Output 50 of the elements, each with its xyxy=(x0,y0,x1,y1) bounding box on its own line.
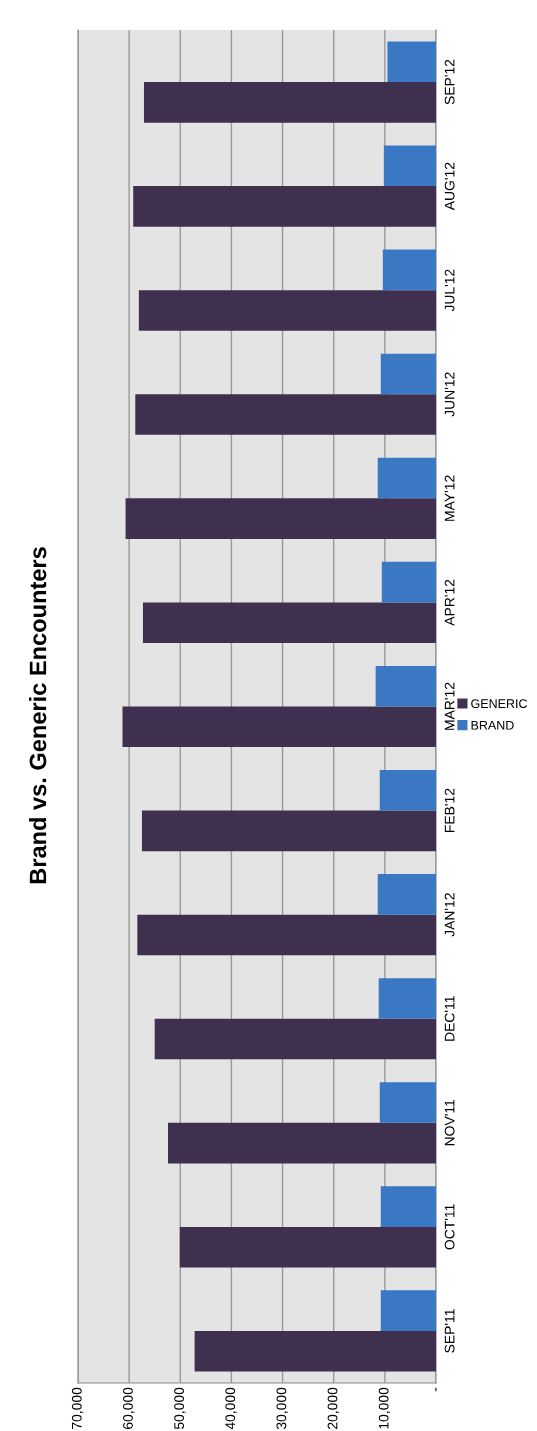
bar xyxy=(179,1226,436,1268)
bar xyxy=(380,1290,436,1331)
bar xyxy=(154,1018,436,1060)
legend-label: GENERIC xyxy=(471,699,528,709)
y-tick-label: JUL'12 xyxy=(444,269,455,312)
bar xyxy=(380,353,436,395)
x-tick-label: 10,000 xyxy=(378,1387,391,1429)
bar xyxy=(383,145,436,187)
y-tick-label: OCT'11 xyxy=(444,1204,455,1250)
bar xyxy=(382,249,436,291)
bar xyxy=(125,498,436,539)
x-tick-label: 40,000 xyxy=(225,1387,237,1430)
bar xyxy=(122,706,436,748)
x-tick-label: 60,000 xyxy=(123,1387,135,1429)
y-tick-label: DEC'11 xyxy=(444,996,455,1041)
y-tick-label: NOV'11 xyxy=(444,1099,455,1146)
y-tick-label: MAY'12 xyxy=(444,475,455,521)
bar xyxy=(142,602,436,644)
bar xyxy=(375,665,436,707)
bar xyxy=(379,1082,436,1123)
bar xyxy=(377,457,436,499)
bar xyxy=(194,1330,436,1372)
y-tick-label: SEP'12 xyxy=(444,59,455,105)
bar xyxy=(380,1186,436,1227)
bar xyxy=(137,914,436,956)
y-tick-label: MAR'12 xyxy=(444,682,455,730)
bar xyxy=(141,810,436,852)
bar xyxy=(133,186,436,227)
y-tick-label: APR'12 xyxy=(444,579,455,626)
bar xyxy=(135,394,436,435)
bar xyxy=(377,874,436,915)
bar xyxy=(138,290,436,331)
x-tick-label: 50,000 xyxy=(174,1387,186,1430)
x-tick-label: - xyxy=(435,1387,437,1392)
y-tick-label: JAN'12 xyxy=(444,893,455,937)
bar xyxy=(381,561,436,603)
y-tick-label: AUG'12 xyxy=(444,162,455,211)
bar xyxy=(378,978,436,1019)
bar xyxy=(143,82,436,123)
y-tick-label: FEB'12 xyxy=(444,788,455,832)
x-tick-label: 20,000 xyxy=(327,1387,340,1429)
y-tick-label: JUN'12 xyxy=(444,372,455,417)
x-tick-label: 70,000 xyxy=(71,1387,84,1429)
bar xyxy=(168,1122,436,1164)
legend-label: BRAND xyxy=(471,720,514,730)
y-tick-label: SEP'11 xyxy=(444,1309,455,1353)
bar xyxy=(387,41,436,83)
text: Brand vs. Generic Encounters xyxy=(29,547,47,884)
bar xyxy=(379,769,436,811)
x-tick-label: 30,000 xyxy=(276,1387,288,1430)
